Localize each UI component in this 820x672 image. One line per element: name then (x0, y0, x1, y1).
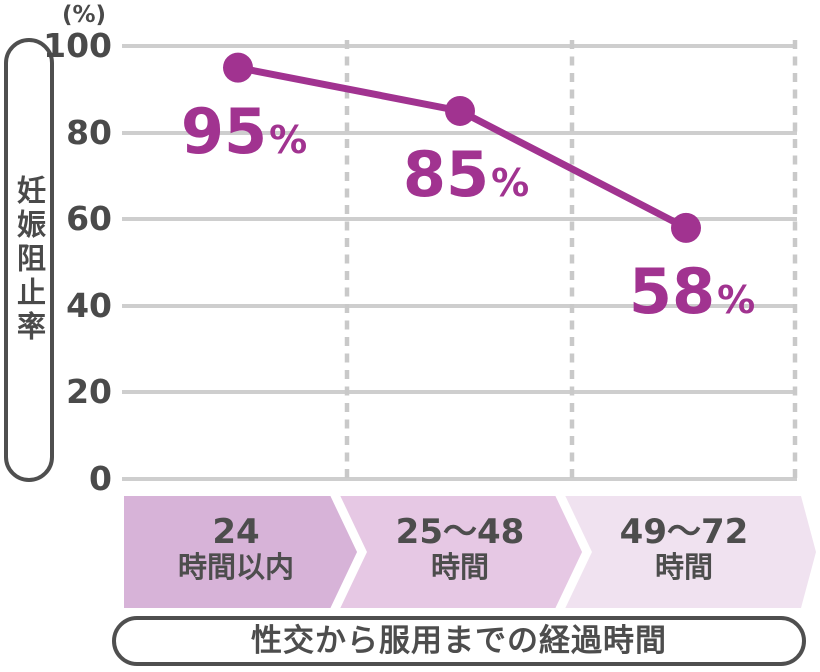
point-label-3: 58 % (628, 254, 756, 328)
data-point-2 (445, 95, 475, 126)
point-value-1: 95 (180, 94, 268, 168)
horizontal-gridlines (122, 44, 797, 481)
category-2-line1: 25〜48 (395, 512, 525, 552)
y-axis-title: 妊娠阻止率 (12, 175, 47, 345)
category-label-49-72: 49〜72 時間 (569, 514, 799, 584)
point-value-2: 85 (402, 137, 490, 211)
category-bands (124, 496, 816, 608)
chevron-separator-1 (328, 486, 367, 618)
category-2-line2: 時間 (430, 550, 489, 584)
band-49-72 (558, 496, 816, 608)
y-axis-title-pill: 妊娠阻止率 (4, 38, 54, 482)
y-tick-60: 60 (66, 199, 112, 238)
data-point-3 (671, 212, 701, 243)
x-axis-title-pill: 性交から服用までの経過時間 (112, 616, 806, 666)
y-tick-0: 0 (89, 459, 112, 498)
category-1-line2: 時間以内 (177, 550, 294, 584)
point-value-3: 58 (628, 254, 716, 328)
x-axis-title: 性交から服用までの経過時間 (251, 622, 667, 659)
series-layer (223, 52, 701, 243)
y-tick-40: 40 (66, 286, 112, 325)
band-separator-chevrons (328, 486, 592, 618)
category-1-line1: 24 (212, 512, 260, 552)
data-point-1 (223, 52, 253, 83)
y-tick-80: 80 (66, 113, 112, 152)
y-axis-unit-label: (%) (62, 2, 107, 28)
category-3-line1: 49〜72 (619, 512, 749, 552)
point-label-2: 85 % (402, 137, 530, 211)
point-label-1: 95 % (180, 94, 308, 168)
percent-sign-2: % (491, 160, 530, 205)
category-label-25-48: 25〜48 時間 (345, 514, 575, 584)
chevron-separator-2 (553, 486, 592, 618)
y-tick-100: 100 (43, 26, 112, 65)
category-3-line2: 時間 (654, 550, 713, 584)
category-label-24h: 24 時間以内 (121, 514, 351, 584)
vertical-dashed-gridlines (344, 40, 798, 484)
band-25-48 (333, 496, 587, 608)
percent-sign-3: % (717, 277, 756, 322)
y-tick-20: 20 (66, 372, 112, 411)
band-24h (124, 496, 362, 608)
percent-sign-1: % (269, 117, 308, 162)
